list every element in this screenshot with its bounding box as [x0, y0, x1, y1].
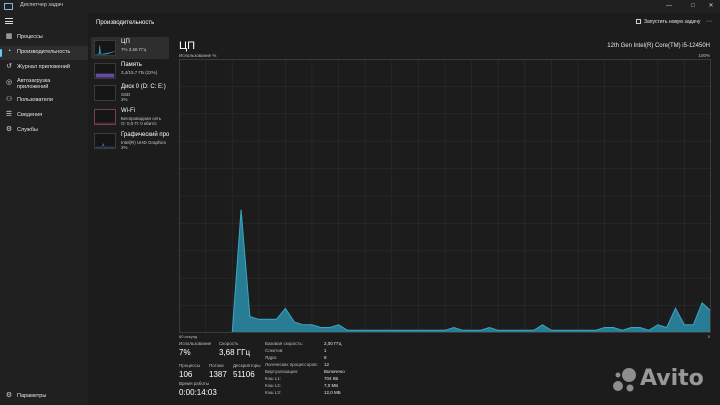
- spec-value: 7,0 МБ: [324, 383, 339, 388]
- spec-key: Сокетов:: [265, 348, 284, 353]
- device-detail: Intel(R) UHD Graphics 2%: [121, 140, 167, 150]
- device-name: Wi-Fi: [121, 108, 135, 114]
- spec-value: 704 КБ: [324, 376, 339, 381]
- device-cpu[interactable]: ЦП 7% 3,68 ГГц: [91, 37, 169, 59]
- uptime-label: Время работы: [179, 381, 210, 386]
- avito-watermark: Avito: [612, 365, 712, 393]
- device-disk[interactable]: Диск 0 (D: C: E:) SSD 2%: [91, 82, 169, 104]
- startup-icon: ◎: [5, 79, 13, 86]
- nav-label: Сведения: [17, 112, 43, 118]
- avito-logo-icon: [613, 368, 636, 392]
- avito-wordmark: Avito: [640, 366, 704, 391]
- processes-label: Процессы: [179, 363, 201, 368]
- cpu-usage-line: [179, 209, 711, 333]
- memory-thumbnail: [94, 63, 116, 79]
- speed-label: Скорость: [219, 341, 239, 346]
- nav-item-users[interactable]: ⚇ Пользователи: [0, 94, 88, 108]
- nav-label: Процессы: [17, 34, 43, 40]
- gpu-thumbnail: [94, 133, 116, 149]
- nav-label: Журнал приложений: [17, 64, 70, 70]
- nav-item-app-history[interactable]: ↺ Журнал приложений: [0, 61, 88, 75]
- spec-key: Кэш L3:: [265, 390, 282, 395]
- device-detail: Беспроводная сеть О: 0,0 П: 0 кбит/с: [121, 116, 162, 126]
- device-wifi[interactable]: Wi-Fi Беспроводная сеть О: 0,0 П: 0 кбит/…: [91, 106, 169, 128]
- task-manager-icon: [4, 3, 13, 10]
- cpu-thumbnail: [94, 40, 116, 56]
- spec-key: Базовая скорость:: [265, 341, 304, 346]
- spec-value: 1: [324, 348, 327, 353]
- device-memory[interactable]: Память 3,4/15,7 ГБ (22%): [91, 60, 169, 82]
- nav-label: Автозагрузка приложений: [17, 78, 51, 90]
- device-name: Память: [121, 62, 142, 68]
- minimize-button[interactable]: —: [666, 3, 672, 9]
- nav-label: Параметры: [17, 393, 47, 399]
- grid-icon: ▦: [5, 33, 13, 40]
- nav-item-details[interactable]: ☰ Сведения: [0, 109, 88, 123]
- nav-label: Пользователи: [17, 97, 53, 103]
- nav-item-services[interactable]: ⚙ Службы: [0, 124, 88, 138]
- maximize-button[interactable]: □: [691, 3, 695, 9]
- spec-key: Кэш L2:: [265, 383, 282, 388]
- cpu-panel-title: ЦП: [179, 40, 196, 52]
- run-task-label: Запустить новую задачу: [644, 19, 701, 25]
- wifi-thumbnail: [94, 109, 116, 125]
- cpu-utilization-chart: [179, 59, 711, 333]
- run-new-task-button[interactable]: Запустить новую задачу: [636, 19, 700, 25]
- nav-item-processes[interactable]: ▦ Процессы: [0, 31, 88, 45]
- users-icon: ⚇: [5, 96, 13, 103]
- gear-icon: ⚙: [5, 392, 13, 399]
- cpu-model-name: 12th Gen Intel(R) Core(TM) i5-12450H: [607, 43, 710, 49]
- chart-border: [179, 59, 711, 333]
- history-icon: ↺: [6, 63, 12, 70]
- utilization-axis-label: Использование %: [179, 53, 217, 58]
- device-detail: SSD 2%: [121, 92, 131, 102]
- handles-label: Дескрипторы: [233, 363, 261, 368]
- device-detail: 7% 3,68 ГГц: [121, 47, 147, 52]
- uptime-value: 0:00:14:03: [179, 388, 217, 397]
- nav-label: Службы: [17, 127, 38, 133]
- services-icon: ⚙: [5, 126, 13, 133]
- more-options-icon[interactable]: ⋯: [706, 19, 712, 25]
- x-axis-right-label: 0: [707, 334, 710, 339]
- details-icon: ☰: [5, 111, 13, 118]
- device-name: Диск 0 (D: C: E:): [121, 84, 166, 90]
- chart-grid: [179, 59, 711, 333]
- x-axis-left-label: 60 секунд: [179, 334, 198, 339]
- threads-label: Потоки: [209, 363, 224, 368]
- device-name: ЦП: [121, 39, 130, 45]
- spec-value: 8: [324, 355, 327, 360]
- speed-value: 3,68 ГГц: [219, 348, 251, 357]
- nav-item-startup[interactable]: ◎ Автозагрузка приложений: [0, 76, 88, 94]
- nav-label: Производительность: [17, 49, 71, 55]
- handles-value: 51106: [233, 370, 255, 379]
- new-task-icon: [636, 19, 641, 24]
- processes-value: 106: [179, 370, 193, 379]
- nav-item-performance[interactable]: ◔ Производительность: [0, 46, 88, 60]
- content-panel: [88, 13, 720, 405]
- spec-value: 12: [324, 362, 330, 367]
- close-button[interactable]: ✕: [708, 3, 714, 9]
- spec-value: 2,00 ГГц: [324, 341, 342, 346]
- utilization-value: 7%: [179, 348, 191, 357]
- page-title: Производительность: [96, 20, 155, 26]
- utilization-max-label: 100%: [698, 53, 710, 58]
- threads-value: 1387: [209, 370, 227, 379]
- device-name: Графический про: [121, 132, 170, 138]
- spec-value: 12,0 МБ: [324, 390, 341, 395]
- nav-item-settings[interactable]: ⚙ Параметры: [0, 390, 88, 404]
- spec-key: Виртуализация:: [265, 369, 299, 374]
- disk-thumbnail: [94, 85, 116, 101]
- window-title: Диспетчер задач: [20, 2, 64, 8]
- spec-key: Ядра:: [265, 355, 278, 360]
- utilization-label: Использование: [179, 341, 212, 346]
- hamburger-menu-icon[interactable]: [5, 18, 13, 24]
- performance-icon: ◔: [6, 48, 12, 55]
- device-gpu[interactable]: Графический про Intel(R) UHD Graphics 2%: [91, 130, 169, 152]
- spec-key: Логических процессоров:: [265, 362, 318, 367]
- spec-key: Кэш L1:: [265, 376, 282, 381]
- device-detail: 3,4/15,7 ГБ (22%): [121, 70, 158, 75]
- title-bar: Диспетчер задач — □ ✕: [0, 0, 720, 13]
- spec-value: Включено: [324, 369, 345, 374]
